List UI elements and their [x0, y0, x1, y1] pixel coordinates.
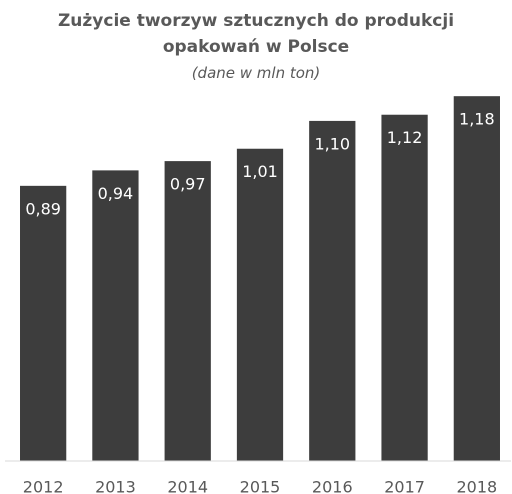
data-label: 0,94 [98, 184, 134, 203]
bar [453, 96, 500, 461]
x-tick-label: 2016 [312, 478, 353, 494]
x-tick-label: 2017 [384, 478, 425, 494]
data-label: 1,01 [242, 162, 278, 181]
chart-subtitle: (dane w mln ton) [191, 64, 321, 82]
bar [92, 170, 139, 461]
x-tick-label: 2015 [240, 478, 281, 494]
data-label: 1,18 [459, 110, 495, 129]
bar [381, 114, 428, 461]
data-label: 1,12 [387, 128, 423, 147]
x-tick-label: 2018 [456, 478, 497, 494]
data-label: 0,89 [25, 199, 61, 218]
bar [236, 148, 284, 461]
bar [164, 161, 211, 461]
data-label: 1,10 [314, 134, 350, 153]
bar [20, 185, 67, 461]
data-label: 0,97 [170, 175, 206, 194]
x-tick-label: 2012 [23, 478, 64, 494]
x-tick-label: 2014 [167, 478, 208, 494]
x-tick-label: 2013 [95, 478, 136, 494]
bar [309, 120, 356, 462]
chart-title: Zużycie tworzyw sztucznych do produkcji … [57, 11, 455, 57]
